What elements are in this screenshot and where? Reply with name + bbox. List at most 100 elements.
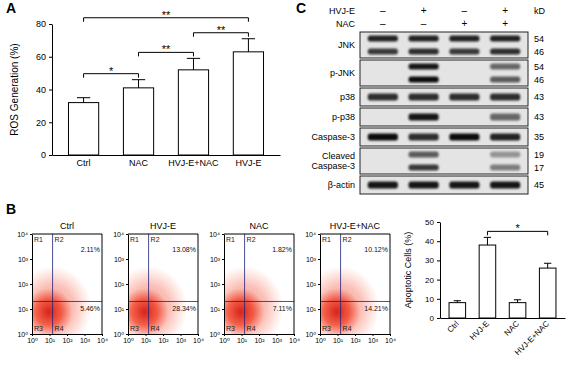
tick: 10³ [18,256,32,263]
tick-mark [390,334,391,336]
frame [102,234,103,334]
tick-label: 40 [425,237,434,246]
tick: 10² [350,334,361,344]
tick-label: 20 [36,118,46,128]
error-bar [454,301,461,303]
quadrant-name: R4 [343,325,352,332]
tick-label: 10³ [272,337,283,344]
band [449,182,479,189]
tick-label: 60 [36,52,46,62]
tick-mark [437,318,440,319]
band [490,49,520,55]
quadrant-name: R1 [34,236,43,243]
tick: HVJ-E [235,155,261,168]
tick: 10⁴ [113,231,128,238]
tick-mark [146,334,147,336]
error-bar-cap [544,263,551,264]
tick-mark [259,334,260,336]
panel-label: B [6,201,16,217]
tick: 40 [425,237,440,246]
flow-plot: 10⁰10¹10²10³10⁴10⁰10¹10²10³10⁴R1R2R3R42.… [14,221,108,350]
band [409,77,439,83]
error-bar-stem [138,80,139,88]
row-label: JNK [338,40,355,50]
tick: 10³ [272,334,283,344]
tick-mark [437,280,440,281]
band [490,152,520,158]
tick-label: 10³ [80,337,91,344]
tick: 30 [425,256,440,265]
band [409,114,439,121]
tick-label: 10⁴ [305,231,316,238]
tick-mark [222,309,224,310]
frame [32,234,102,235]
band [409,94,439,101]
error-bar [77,98,90,103]
tick-label: HVJ-E+NAC [168,158,219,168]
treatment-sign: + [461,18,467,29]
tick: 10¹ [306,306,320,313]
bar [178,70,208,155]
tick: 10¹ [18,306,32,313]
tick: Ctrl [77,155,91,168]
band [368,77,398,83]
error-bar-cap [132,79,145,80]
data-label: 28.34% [172,305,196,312]
marker-label: 17 [534,163,544,173]
tick: 10⁴ [97,334,108,344]
error-bar-cap [514,299,521,300]
axis-title: Apoptotic Cells (%) [403,232,413,309]
band [490,77,520,83]
axis: CtrlHVJ-ENACHVJ-E+NAC [441,318,566,357]
band [368,134,398,141]
axis: 10⁰10¹10²10³10⁴ [315,334,396,344]
tick-label: 10² [254,337,265,344]
blot-row: CleavedCaspase-31917 [311,148,544,174]
axis-line [321,334,391,335]
tick: 10³ [368,334,379,344]
tick-label: 10 [425,295,434,304]
band [490,94,520,101]
band [449,114,479,121]
band [368,182,398,189]
tick: 10⁰ [219,334,230,344]
significance-label: ** [162,43,171,55]
axis-line [33,334,103,335]
blot-row: p-JNK5446 [330,60,544,86]
frame [224,234,294,235]
marker-label: 43 [534,112,544,122]
panel-label: A [6,0,16,16]
row-label: CleavedCaspase-3 [311,151,355,171]
tick-label: 10⁰ [209,331,220,338]
quadrant-name: R1 [322,236,331,243]
tick: 10³ [306,256,320,263]
chart-title: HVJ-E [150,221,176,231]
band [409,36,439,42]
marker-label: 46 [534,47,544,57]
quadrant-name: R4 [151,325,160,332]
axis-line [129,334,199,335]
band [368,49,398,55]
axis: 10⁰10¹10²10³10⁴ [17,231,32,338]
tick: 10 [425,295,440,304]
gate-line [244,234,245,334]
tick-mark [30,234,32,235]
band [490,114,520,121]
tick-mark [222,259,224,260]
western-blot: HVJ-E–+–+NAC––++kDJNK5446p-JNK5446p3843p… [311,5,545,194]
frame [320,234,390,235]
tick-mark [242,334,243,336]
density-halo [320,266,379,334]
axis-line [32,235,33,335]
axis: 10⁰10¹10²10³10⁴ [27,334,108,344]
band [368,114,398,121]
quadrant-name: R3 [130,325,139,332]
tick-mark [30,309,32,310]
tick-mark [67,334,68,336]
tick-label: 10⁰ [17,331,28,338]
tick: 10⁴ [305,231,320,238]
flow-plot: 10⁰10¹10²10³10⁴10⁰10¹10²10³10⁴R1R2R3R41.… [206,221,300,350]
tick-label: 10² [18,281,29,288]
tick: HVJ-E+NAC [513,318,551,357]
tick: 10¹ [210,306,224,313]
